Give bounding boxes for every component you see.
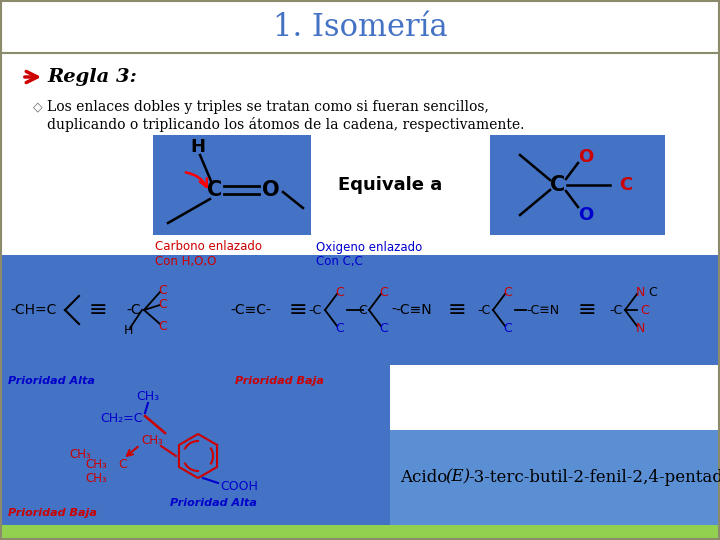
Text: C: C xyxy=(359,303,367,316)
Text: H: H xyxy=(123,323,132,336)
Text: -C≡C-: -C≡C- xyxy=(230,303,271,317)
Bar xyxy=(490,135,665,235)
Text: C: C xyxy=(640,303,649,316)
Text: CH₃: CH₃ xyxy=(85,472,107,485)
Text: N: N xyxy=(635,321,644,334)
Text: -3-terc-butil-2-fenil-2,4-pentadienoico: -3-terc-butil-2-fenil-2,4-pentadienoico xyxy=(468,469,720,485)
Text: -C: -C xyxy=(308,303,321,316)
Text: C: C xyxy=(158,320,167,333)
Text: -: - xyxy=(391,303,396,317)
Text: C: C xyxy=(379,321,388,334)
Text: duplicando o triplicando los átomos de la cadena, respectivamente.: duplicando o triplicando los átomos de l… xyxy=(47,118,524,132)
Bar xyxy=(1,53,719,248)
Text: Con H,O,O: Con H,O,O xyxy=(155,254,217,267)
Text: Regla 3:: Regla 3: xyxy=(47,68,137,86)
Text: C: C xyxy=(336,321,344,334)
Text: Prioridad Baja: Prioridad Baja xyxy=(235,376,324,386)
Text: ≡: ≡ xyxy=(448,300,467,320)
Text: O: O xyxy=(578,148,593,166)
Text: C: C xyxy=(550,175,566,195)
Text: CH₂=C: CH₂=C xyxy=(100,411,143,424)
Text: -C: -C xyxy=(609,303,622,316)
Text: C: C xyxy=(158,299,167,312)
Text: CH₃: CH₃ xyxy=(136,389,160,402)
Text: -C: -C xyxy=(126,303,140,317)
Text: Acido: Acido xyxy=(400,469,453,485)
Text: COOH: COOH xyxy=(220,480,258,492)
Text: Los enlaces dobles y triples se tratan como si fueran sencillos,: Los enlaces dobles y triples se tratan c… xyxy=(47,100,489,114)
Text: -C≡N: -C≡N xyxy=(395,303,431,317)
Text: ◇: ◇ xyxy=(33,100,42,113)
Text: CH₃: CH₃ xyxy=(141,435,163,448)
Text: 1. Isomería: 1. Isomería xyxy=(273,11,447,43)
Text: Con C,C: Con C,C xyxy=(316,254,363,267)
Bar xyxy=(1,525,719,539)
Text: Prioridad Alta: Prioridad Alta xyxy=(8,376,95,386)
Text: C: C xyxy=(649,286,657,299)
Text: ≡: ≡ xyxy=(289,300,307,320)
Text: Carbono enlazado: Carbono enlazado xyxy=(155,240,262,253)
Text: -C≡N: -C≡N xyxy=(526,303,559,316)
Text: C: C xyxy=(619,176,633,194)
Text: O: O xyxy=(262,180,280,200)
Text: Equivale a: Equivale a xyxy=(338,176,442,194)
Text: Oxigeno enlazado: Oxigeno enlazado xyxy=(316,240,422,253)
Text: N: N xyxy=(635,286,644,299)
Text: C: C xyxy=(379,286,388,299)
Bar xyxy=(1,255,719,365)
Bar xyxy=(1,365,390,525)
Text: CH₃: CH₃ xyxy=(85,458,107,471)
Text: C: C xyxy=(158,284,167,296)
Text: H: H xyxy=(191,138,205,156)
Text: -C: -C xyxy=(477,303,490,316)
Text: C: C xyxy=(207,180,222,200)
Text: Prioridad Alta: Prioridad Alta xyxy=(170,498,256,508)
Text: CH₃: CH₃ xyxy=(69,449,91,462)
Bar xyxy=(1,1,719,53)
Bar xyxy=(153,135,311,235)
Text: O: O xyxy=(578,206,593,224)
Text: C: C xyxy=(336,286,344,299)
Bar xyxy=(390,430,720,525)
Text: (E): (E) xyxy=(445,469,470,485)
Text: Prioridad Baja: Prioridad Baja xyxy=(8,508,97,518)
Text: C: C xyxy=(503,286,513,299)
Text: ≡: ≡ xyxy=(89,300,107,320)
Text: C: C xyxy=(119,458,127,471)
Text: -CH=C: -CH=C xyxy=(10,303,56,317)
Text: ≡: ≡ xyxy=(577,300,596,320)
Text: C: C xyxy=(503,321,513,334)
